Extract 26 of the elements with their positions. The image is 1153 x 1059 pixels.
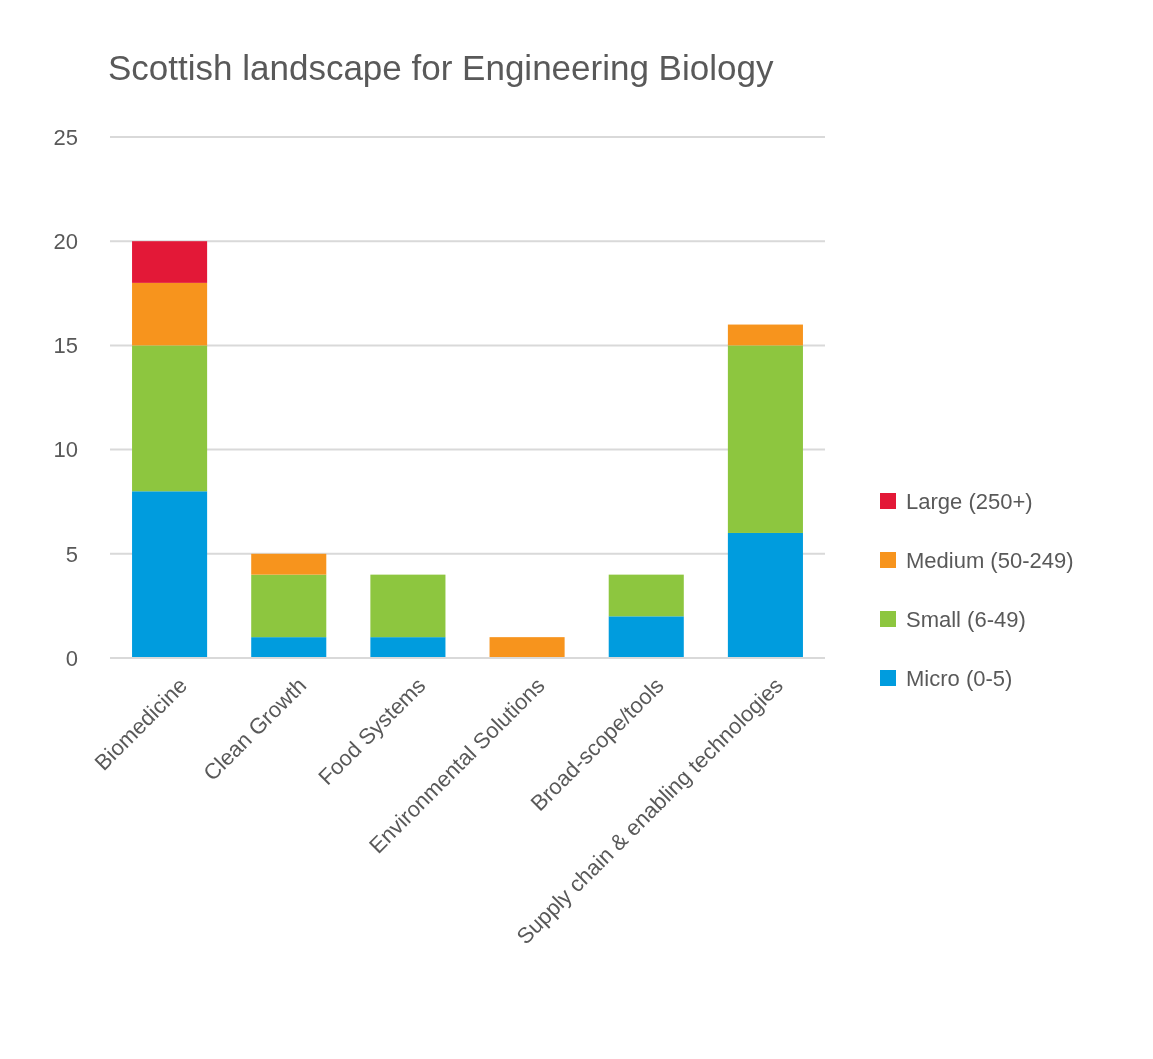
bar [251, 637, 327, 658]
legend-label: Large (250+) [906, 488, 1033, 514]
bar [608, 574, 684, 617]
bar [727, 324, 803, 346]
legend-label: Small (6-49) [906, 606, 1026, 632]
bar [608, 616, 684, 658]
bar [727, 345, 803, 533]
bar [251, 574, 327, 638]
bar [251, 553, 327, 575]
y-tick-label: 5 [65, 541, 78, 567]
y-tick-label: 25 [53, 124, 78, 150]
legend-label: Medium (50-249) [906, 547, 1074, 573]
y-tick-label: 20 [53, 228, 78, 254]
bar [132, 282, 208, 346]
bar [370, 574, 446, 638]
bar [132, 491, 208, 658]
chart-title: Scottish landscape for Engineering Biology [108, 48, 774, 87]
bar [132, 345, 208, 492]
y-tick-label: 15 [53, 333, 78, 359]
bar [727, 532, 803, 658]
legend-label: Micro (0-5) [906, 665, 1013, 691]
bar [370, 637, 446, 658]
bar [132, 241, 208, 283]
bar [489, 637, 565, 658]
y-tick-label: 0 [65, 645, 78, 671]
y-tick-label: 10 [53, 437, 78, 463]
